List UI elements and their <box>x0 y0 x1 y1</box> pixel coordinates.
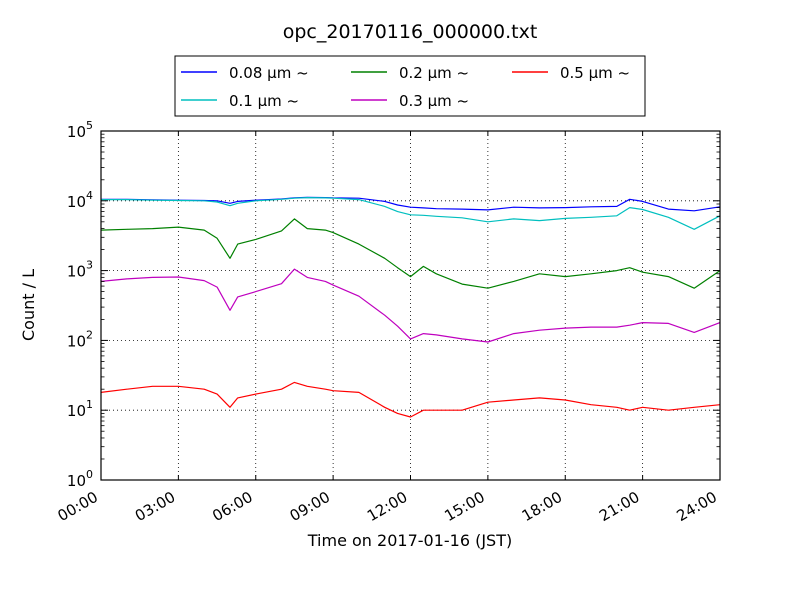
y-tick-base: 10 <box>67 193 86 211</box>
y-tick-exponent: 3 <box>86 259 93 272</box>
legend-box <box>174 55 646 117</box>
y-tick-label: 102 <box>67 328 93 350</box>
x-axis: 00:00 03:00 06:00 09:00 12:00 15:00 18:00 21:00… <box>55 131 721 525</box>
x-tick-label: 09:00 <box>287 488 333 525</box>
series-layer <box>100 196 721 418</box>
legend-label-3: 0.3 μm ~ <box>399 92 469 110</box>
series-line-4 <box>100 381 721 418</box>
series-line-1 <box>101 197 721 230</box>
y-tick-label: 104 <box>67 189 93 211</box>
x-tick-label: 12:00 <box>364 488 410 525</box>
y-tick-base: 10 <box>67 402 86 420</box>
y-tick-base: 10 <box>67 472 86 490</box>
series-line-0 <box>101 196 721 212</box>
legend-label-2: 0.2 μm ~ <box>399 64 469 82</box>
y-tick-exponent: 5 <box>86 119 93 132</box>
x-tick-label: 15:00 <box>441 488 487 525</box>
y-tick-base: 10 <box>67 263 86 281</box>
x-tick-label: 00:00 <box>55 488 101 525</box>
legend-label-4: 0.5 μm ~ <box>560 64 630 82</box>
x-tick-label: 18:00 <box>519 488 565 525</box>
legend-label-1: 0.1 μm ~ <box>229 92 299 110</box>
y-tick-exponent: 4 <box>86 189 93 202</box>
y-tick-exponent: 2 <box>86 328 93 341</box>
y-tick-base: 10 <box>67 332 86 350</box>
y-tick-label: 100 <box>67 468 93 490</box>
y-tick-base: 10 <box>67 123 86 141</box>
series-line-3 <box>100 268 721 343</box>
legend-label-0: 0.08 μm ~ <box>229 64 309 82</box>
x-tick-label: 21:00 <box>596 488 642 525</box>
legend: 0.08 μm ~ 0.1 μm ~ 0.2 μm ~ 0.3 μm ~ 0.5 μm … <box>174 55 646 117</box>
x-axis-label: Time on 2017-01-16 (JST) <box>307 531 512 550</box>
y-axis-label: Count / L <box>19 269 38 341</box>
x-tick-label: 24:00 <box>674 488 720 525</box>
chart-title: opc_20170116_000000.txt <box>283 21 538 43</box>
x-tick-label: 03:00 <box>132 488 178 525</box>
plot-frame <box>100 130 721 481</box>
y-tick-label: 101 <box>67 398 93 420</box>
y-tick-label: 103 <box>67 259 93 281</box>
x-tick-label: 06:00 <box>209 488 255 525</box>
series-line-2 <box>100 218 721 289</box>
y-tick-label: 105 <box>67 119 93 141</box>
grid <box>101 131 720 480</box>
y-tick-exponent: 0 <box>86 468 93 481</box>
y-tick-exponent: 1 <box>86 398 93 411</box>
